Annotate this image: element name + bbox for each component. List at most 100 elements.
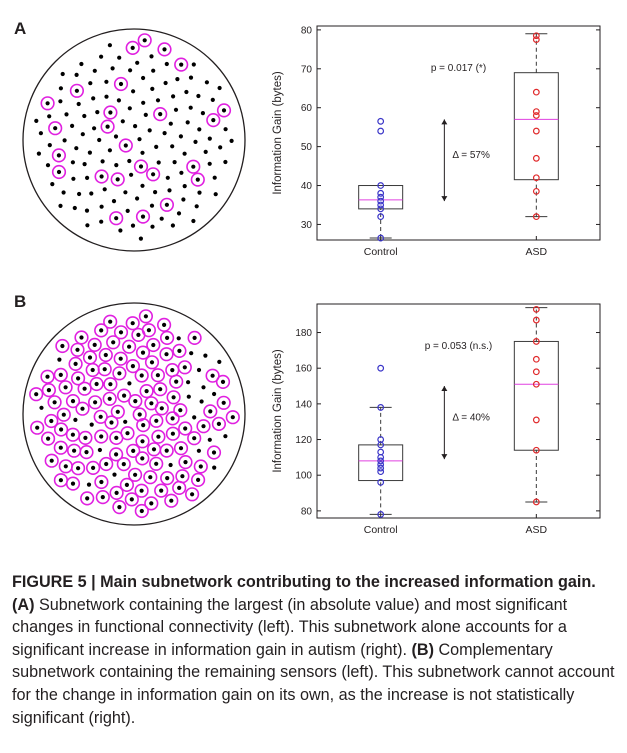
data-point xyxy=(532,213,540,221)
sensor-ring xyxy=(143,470,158,485)
sensor-dot xyxy=(84,208,90,213)
sensor-ring xyxy=(186,159,201,174)
sensor-dot xyxy=(177,485,182,490)
sensor-dot xyxy=(125,431,130,436)
sensor-ring xyxy=(113,325,129,340)
sensor-dot xyxy=(92,342,97,347)
sensor-dot xyxy=(159,216,164,221)
data-point xyxy=(532,36,540,44)
y-tick-label: 30 xyxy=(301,220,313,231)
figure-caption: FIGURE 5 | Main subnetwork contributing … xyxy=(12,571,618,729)
sensor-dot xyxy=(120,119,125,124)
sensor-dot xyxy=(59,427,64,432)
data-point xyxy=(377,436,385,443)
box-asd xyxy=(513,340,559,451)
sensor-ring xyxy=(178,421,193,436)
sensor-dot xyxy=(35,425,40,430)
sensor-dot xyxy=(196,367,202,373)
sensor-ring xyxy=(116,388,132,403)
sensor-dot xyxy=(151,172,156,177)
sensor-ring xyxy=(137,33,152,48)
sensor-dot xyxy=(95,110,100,115)
sensor-ring xyxy=(103,105,118,120)
sensor-ring xyxy=(211,416,226,432)
sensor-ring xyxy=(173,403,188,418)
sensor-ring xyxy=(30,420,45,435)
sensor-ring xyxy=(65,427,80,442)
data-point xyxy=(377,457,385,465)
y-tick-label: 40 xyxy=(301,181,313,192)
sensor-dot xyxy=(163,80,168,86)
sensor-dot xyxy=(154,144,159,149)
sensor-dot xyxy=(76,376,81,381)
panel-b-sensor-network xyxy=(22,302,246,526)
sensor-dot xyxy=(173,107,179,112)
sensor-dot xyxy=(164,352,169,357)
data-point xyxy=(377,182,385,189)
sensor-ring xyxy=(153,382,168,397)
sensor-dot xyxy=(192,436,197,441)
sensor-dot xyxy=(141,100,146,105)
sensor-ring xyxy=(134,368,149,383)
sensor-dot xyxy=(208,409,213,414)
sensor-dot xyxy=(185,120,190,125)
sensor-dot xyxy=(172,160,177,165)
sensor-ring xyxy=(113,351,128,366)
sensor-dot xyxy=(203,149,208,154)
sensor-ring xyxy=(193,459,208,474)
sensor-ring xyxy=(177,360,192,375)
sensor-dot xyxy=(94,381,99,387)
sensor-dot xyxy=(179,170,184,175)
sensor-ring xyxy=(160,471,175,486)
sensor-dot xyxy=(149,203,155,208)
sensor-dot xyxy=(72,448,77,453)
sensor-dot xyxy=(110,66,115,71)
sensor-ring xyxy=(172,480,187,496)
sensor-ring xyxy=(196,419,211,434)
sensor-dot xyxy=(58,445,63,450)
sensor-dot xyxy=(85,223,90,228)
sensor-dot xyxy=(182,151,187,156)
sensor-dot xyxy=(137,412,142,417)
sensor-dot xyxy=(164,448,169,453)
sensor-dot xyxy=(34,118,39,123)
sensor-dot xyxy=(87,355,93,360)
sensor-ring xyxy=(70,371,86,386)
sensor-ring xyxy=(135,451,150,466)
sensor-dot xyxy=(116,98,121,103)
sensor-dot xyxy=(115,409,120,414)
sensor-dot xyxy=(91,96,96,101)
sensor-dot xyxy=(168,121,173,126)
sensor-ring xyxy=(53,473,69,488)
sensor-dot xyxy=(97,447,102,453)
sensor-dot xyxy=(58,99,63,104)
data-point xyxy=(532,305,540,313)
sensor-dot xyxy=(197,127,202,132)
head-outline xyxy=(22,302,246,526)
sensor-dot xyxy=(99,479,104,485)
sensor-dot xyxy=(216,421,221,426)
sensor-dot xyxy=(133,399,138,404)
sensor-dot xyxy=(79,335,84,340)
data-point xyxy=(377,468,385,476)
data-point xyxy=(532,187,540,195)
sensor-dot xyxy=(178,408,183,413)
sensor-dot xyxy=(221,400,226,405)
sensor-ring xyxy=(100,119,115,134)
sensor-dot xyxy=(71,176,76,181)
caption-a-label: (A) xyxy=(12,595,35,614)
sensor-dot xyxy=(138,236,143,241)
sensor-ring xyxy=(154,401,169,416)
sensor-ring xyxy=(87,395,103,410)
sensor-dot xyxy=(183,460,188,465)
sensor-ring xyxy=(58,380,73,395)
sensor-dot xyxy=(52,400,57,405)
sensor-dot xyxy=(156,434,161,439)
sensor-ring xyxy=(40,431,56,446)
sensor-dot xyxy=(99,54,104,59)
data-point xyxy=(532,108,540,115)
sensor-dot xyxy=(192,415,197,420)
delta-arrow-head-up xyxy=(441,386,448,392)
sensor-ring xyxy=(118,138,133,153)
sensor-ring xyxy=(164,493,179,508)
